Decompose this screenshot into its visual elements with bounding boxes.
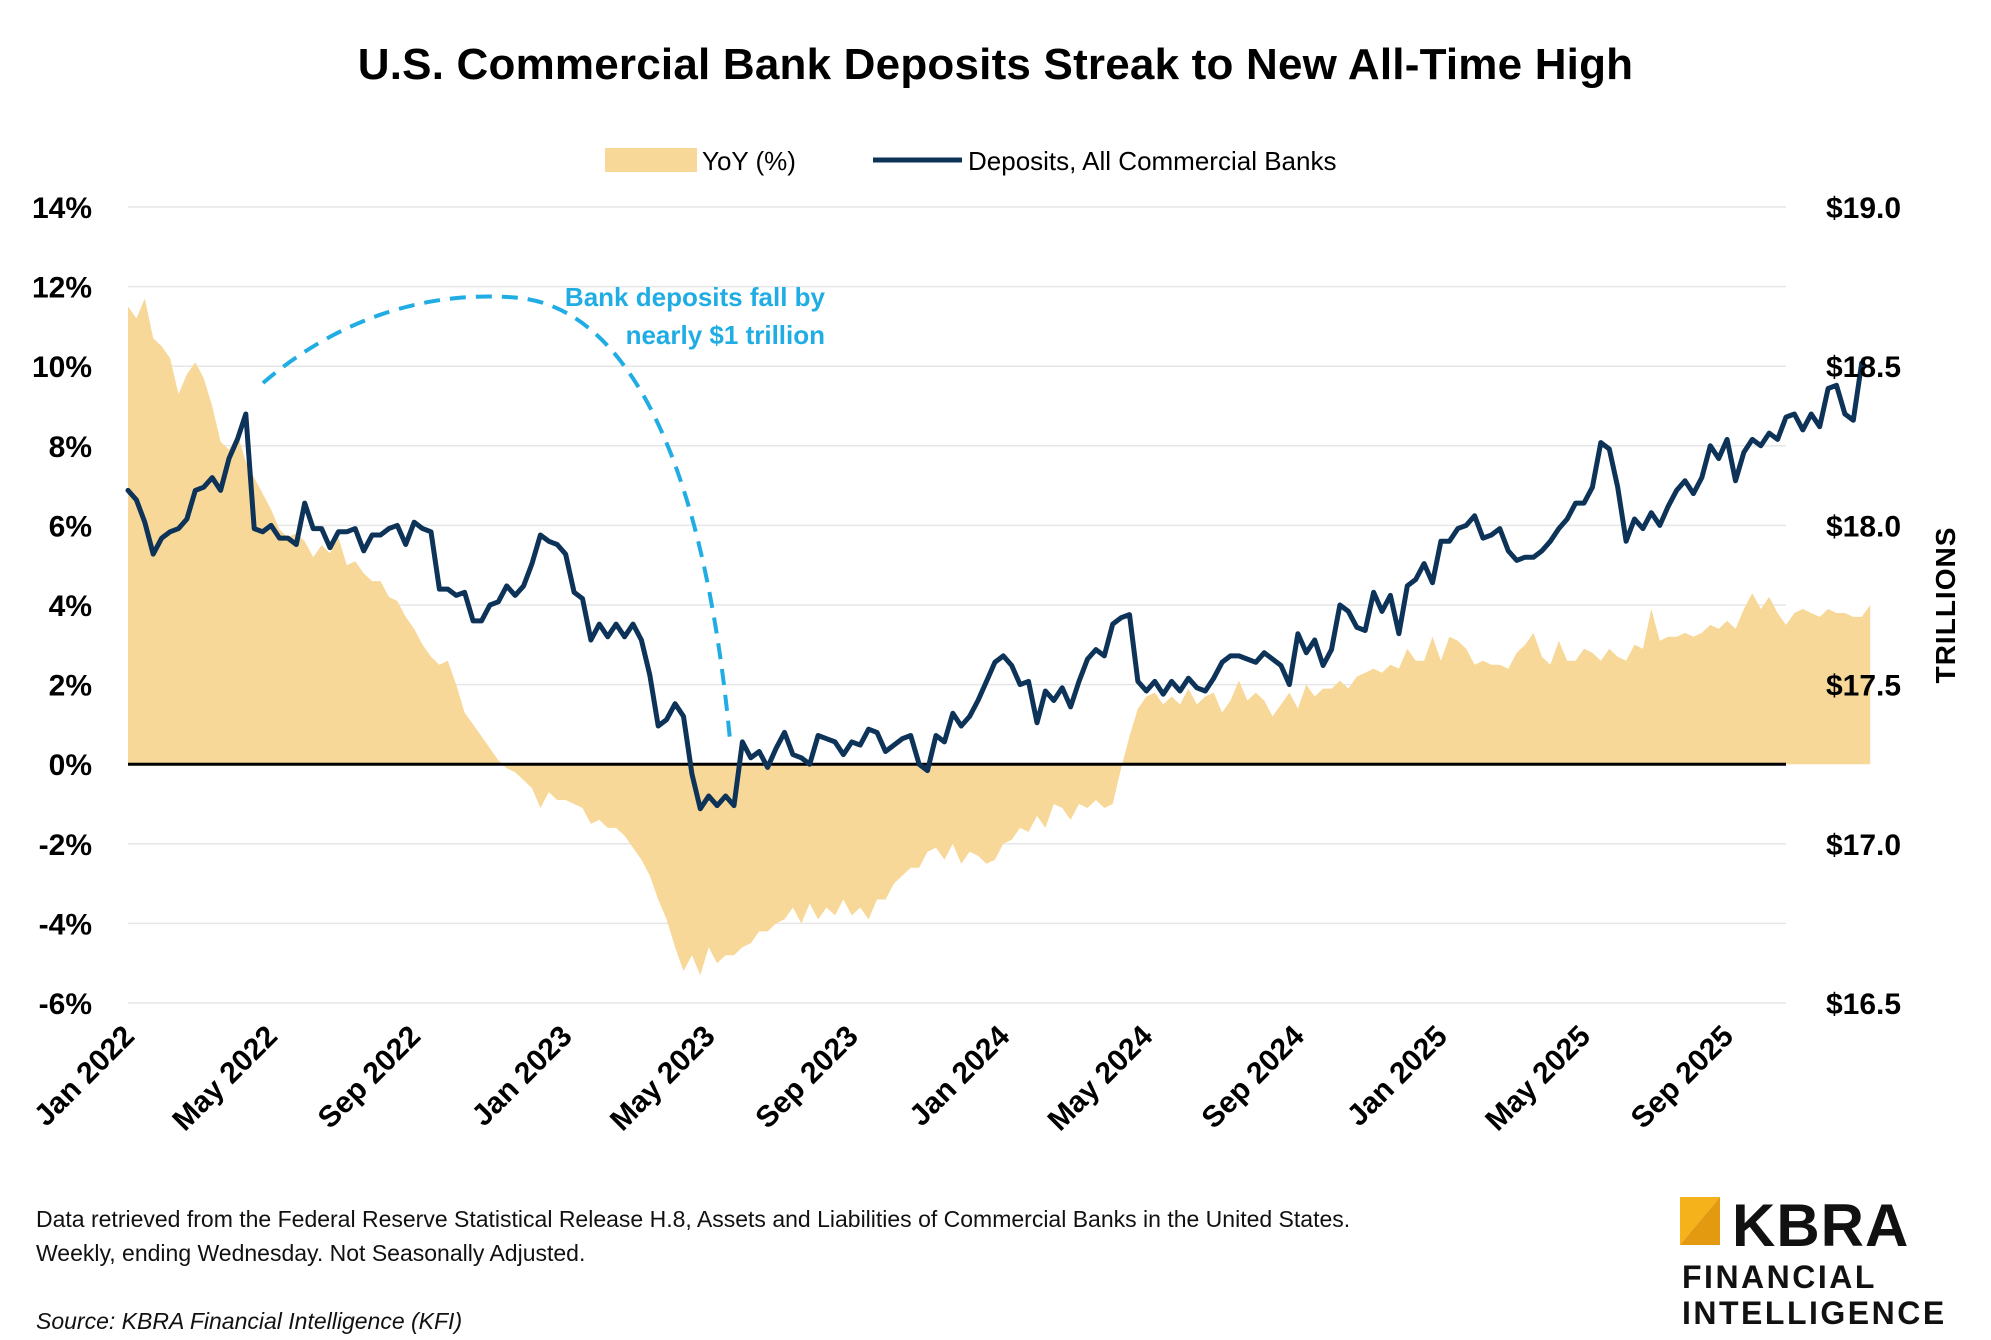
x-tick-label: Sep 2024 — [1195, 1019, 1311, 1135]
y-left-tick-label: -4% — [39, 908, 92, 941]
x-tick-label: May 2024 — [1042, 1019, 1160, 1137]
y-right-tick-label: $18.5 — [1826, 351, 1901, 384]
y-left-tick-label: 14% — [32, 192, 92, 225]
logo-wordmark: KBRA — [1732, 1192, 1910, 1259]
y-left-tick-label: 0% — [49, 749, 92, 782]
logo-line-1: FINANCIAL — [1682, 1259, 1877, 1295]
source-note: Source: KBRA Financial Intelligence (KFI… — [36, 1308, 463, 1334]
x-tick-label: Jan 2023 — [466, 1020, 579, 1133]
y-right-axis-title: TRILLIONS — [1930, 527, 1961, 684]
y-right-tick-label: $16.5 — [1826, 988, 1901, 1021]
y-left-tick-label: 10% — [32, 351, 92, 384]
deposits-line-series — [125, 360, 1865, 812]
legend-swatch-yoy — [605, 148, 697, 172]
legend-label-yoy: YoY (%) — [702, 146, 796, 176]
kbra-logo-mark-icon — [1680, 1197, 1720, 1245]
x-tick-label: May 2023 — [604, 1020, 722, 1138]
y-right-axis: $19.0 $18.5 $18.0 $17.5 $17.0 $16.5 — [1826, 192, 1901, 1021]
y-right-tick-label: $17.0 — [1826, 829, 1901, 862]
x-tick-label: Sep 2023 — [749, 1020, 864, 1135]
data-note-line-2: Weekly, ending Wednesday. Not Seasonally… — [36, 1240, 586, 1266]
x-tick-label: Jan 2024 — [903, 1019, 1016, 1132]
y-left-axis: 14% 12% 10% 8% 6% 4% 2% 0% -2% -4% -6% — [32, 192, 92, 1021]
yoy-area-series — [128, 298, 1871, 976]
y-left-tick-label: 12% — [32, 272, 92, 305]
y-right-tick-label: $18.0 — [1826, 510, 1901, 543]
y-left-tick-label: -2% — [39, 829, 92, 862]
y-right-tick-label: $17.5 — [1826, 670, 1901, 703]
y-left-tick-label: 4% — [49, 590, 92, 623]
y-left-tick-label: -6% — [39, 988, 92, 1021]
logo-line-2: INTELLIGENCE — [1682, 1295, 1947, 1331]
y-left-tick-label: 2% — [49, 670, 92, 703]
x-tick-label: May 2022 — [166, 1020, 284, 1138]
y-left-tick-label: 6% — [49, 510, 92, 543]
x-tick-label: Sep 2025 — [1625, 1020, 1740, 1135]
annotation-arc — [261, 294, 732, 741]
x-tick-label: Jan 2025 — [1341, 1020, 1454, 1133]
legend-label-deposits: Deposits, All Commercial Banks — [968, 146, 1336, 176]
x-tick-label: Jan 2022 — [28, 1020, 141, 1133]
y-right-tick-label: $19.0 — [1826, 192, 1901, 225]
y-left-tick-label: 8% — [49, 431, 92, 464]
x-tick-label: May 2025 — [1479, 1020, 1597, 1138]
data-note-line-1: Data retrieved from the Federal Reserve … — [36, 1206, 1351, 1232]
chart-title: U.S. Commercial Bank Deposits Streak to … — [357, 40, 1634, 89]
annotation-line-2: nearly $1 trillion — [626, 320, 825, 350]
kbra-logo: KBRA FINANCIAL INTELLIGENCE — [1680, 1192, 1980, 1335]
annotation-line-1: Bank deposits fall by — [565, 282, 826, 312]
x-tick-label: Sep 2022 — [312, 1020, 427, 1135]
legend: YoY (%) Deposits, All Commercial Banks — [605, 146, 1336, 176]
x-axis: Jan 2022 May 2022 Sep 2022 Jan 2023 May 2023… — [28, 1019, 1740, 1137]
